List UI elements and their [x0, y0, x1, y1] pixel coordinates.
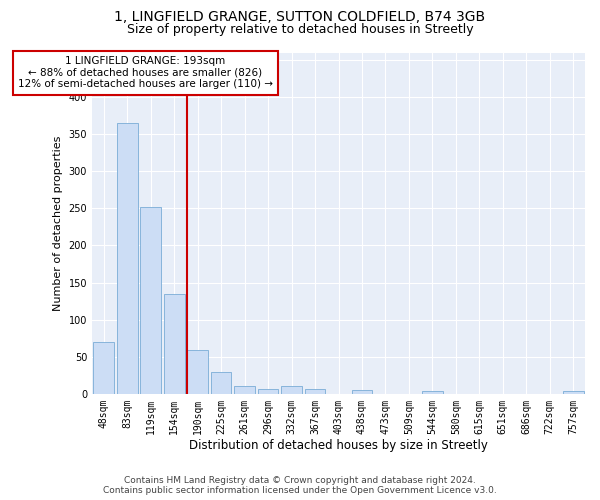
- Text: Size of property relative to detached houses in Streetly: Size of property relative to detached ho…: [127, 22, 473, 36]
- Bar: [234, 386, 255, 394]
- Text: 1 LINGFIELD GRANGE: 193sqm
← 88% of detached houses are smaller (826)
12% of sem: 1 LINGFIELD GRANGE: 193sqm ← 88% of deta…: [18, 56, 273, 90]
- Bar: [187, 350, 208, 394]
- X-axis label: Distribution of detached houses by size in Streetly: Distribution of detached houses by size …: [189, 440, 488, 452]
- Bar: [352, 390, 373, 394]
- Bar: [140, 207, 161, 394]
- Bar: [422, 391, 443, 394]
- Bar: [211, 372, 232, 394]
- Bar: [94, 342, 114, 394]
- Bar: [164, 294, 185, 394]
- Bar: [563, 391, 584, 394]
- Bar: [258, 388, 278, 394]
- Text: Contains HM Land Registry data © Crown copyright and database right 2024.
Contai: Contains HM Land Registry data © Crown c…: [103, 476, 497, 495]
- Bar: [281, 386, 302, 394]
- Text: 1, LINGFIELD GRANGE, SUTTON COLDFIELD, B74 3GB: 1, LINGFIELD GRANGE, SUTTON COLDFIELD, B…: [115, 10, 485, 24]
- Y-axis label: Number of detached properties: Number of detached properties: [53, 136, 63, 311]
- Bar: [305, 390, 325, 394]
- Bar: [117, 123, 137, 394]
